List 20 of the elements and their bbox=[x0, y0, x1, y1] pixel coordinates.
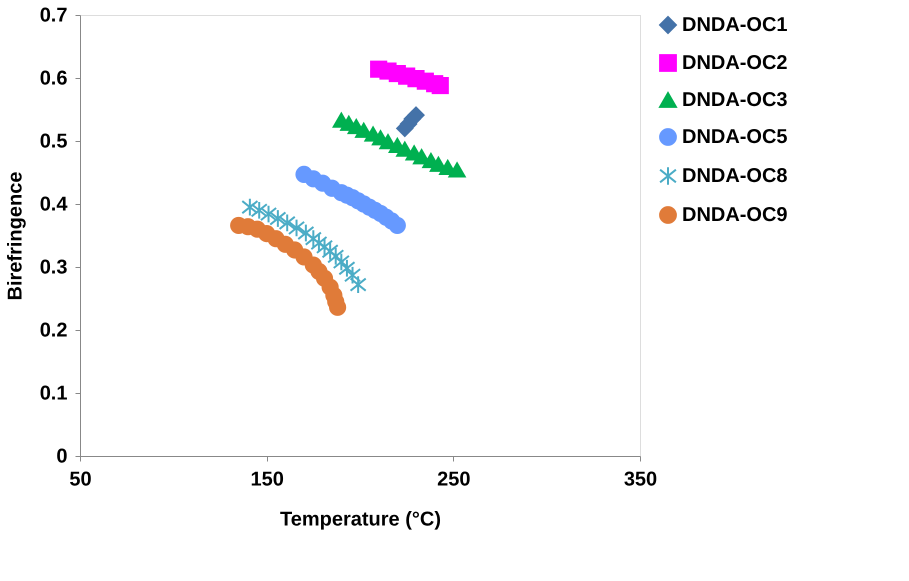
y-tick-label: 0.1 bbox=[40, 382, 68, 404]
x-tick-label: 50 bbox=[69, 468, 92, 490]
y-tick-label: 0.4 bbox=[40, 194, 68, 216]
x-tick-label: 150 bbox=[250, 468, 284, 490]
legend-label: DNDA-OC2 bbox=[682, 52, 788, 74]
y-tick-label: 0.6 bbox=[40, 68, 68, 90]
y-tick-label: 0.2 bbox=[40, 320, 68, 342]
y-axis-title: Birefringence bbox=[4, 172, 27, 300]
legend-label: DNDA-OC5 bbox=[682, 126, 788, 148]
y-tick-label: 0.5 bbox=[40, 130, 68, 152]
legend-label: DNDA-OC1 bbox=[682, 14, 788, 36]
y-tick-label: 0.7 bbox=[40, 4, 68, 26]
x-tick-label: 350 bbox=[624, 468, 658, 490]
legend-label: DNDA-OC3 bbox=[682, 89, 788, 111]
y-tick-label: 0.3 bbox=[40, 256, 68, 278]
x-axis-title: Temperature (°C) bbox=[280, 508, 441, 530]
y-tick-label: 0 bbox=[56, 446, 68, 468]
x-tick-label: 250 bbox=[437, 468, 471, 490]
legend-label: DNDA-OC9 bbox=[682, 204, 788, 226]
legend-label: DNDA-OC8 bbox=[682, 165, 788, 187]
